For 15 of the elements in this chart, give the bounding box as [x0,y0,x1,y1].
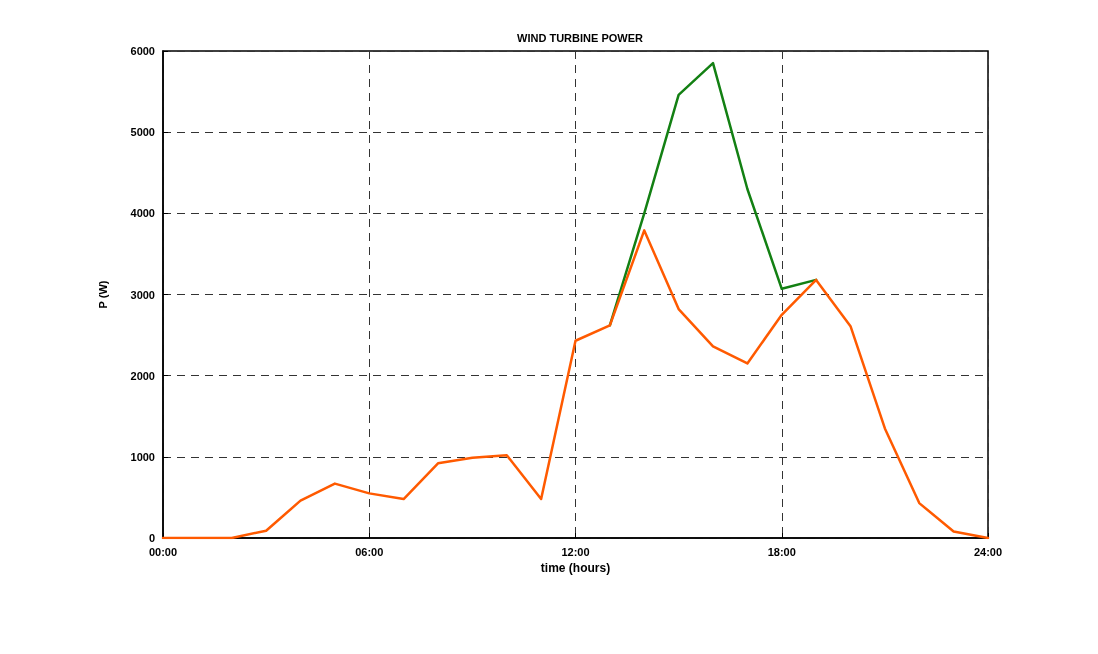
y-tick-label: 1000 [130,450,155,463]
y-tick-label: 0 [148,532,155,544]
x-tick-label: 24:00 [973,545,1003,558]
chart-title: WIND TURBINE POWER [517,31,643,44]
x-tick-label: 00:00 [148,545,178,558]
y-tick-label: 2000 [130,369,155,382]
y-axis-title: P (W) [96,280,109,309]
x-tick-label: 18:00 [767,545,796,558]
x-tick-label: 06:00 [355,545,384,558]
x-axis-title: time (hours) [540,560,611,575]
y-tick-label: 3000 [130,288,155,301]
y-tick-label: 5000 [130,126,155,139]
y-tick-label: 4000 [130,207,155,220]
y-tick-label: 6000 [130,45,155,57]
x-tick-label: 12:00 [561,545,590,558]
